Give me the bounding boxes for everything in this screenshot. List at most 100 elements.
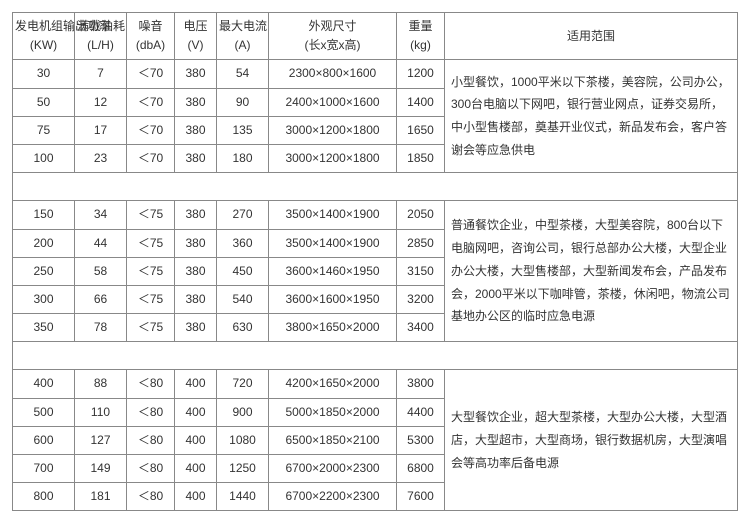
cell-kw: 75 (13, 116, 75, 144)
cell-kw: 800 (13, 483, 75, 511)
cell-amp: 180 (217, 144, 269, 172)
cell-volt: 380 (175, 201, 217, 229)
cell-wt: 7600 (397, 483, 445, 511)
cell-noise: ＜75 (127, 257, 175, 285)
cell-dim: 3000×1200×1800 (269, 144, 397, 172)
cell-fuel: 149 (75, 455, 127, 483)
cell-wt: 3200 (397, 285, 445, 313)
cell-fuel: 23 (75, 144, 127, 172)
cell-amp: 135 (217, 116, 269, 144)
cell-noise: ＜75 (127, 314, 175, 342)
cell-fuel: 12 (75, 88, 127, 116)
cell-fuel: 34 (75, 201, 127, 229)
cell-kw: 250 (13, 257, 75, 285)
cell-fuel: 88 (75, 370, 127, 398)
cell-amp: 1080 (217, 426, 269, 454)
table-row: 307＜70380542300×800×16001200小型餐饮，1000平米以… (13, 60, 738, 88)
table-body: 307＜70380542300×800×16001200小型餐饮，1000平米以… (13, 60, 738, 511)
cell-fuel: 44 (75, 229, 127, 257)
col-current: 最大电流(A) (217, 13, 269, 60)
cell-wt: 6800 (397, 455, 445, 483)
cell-kw: 350 (13, 314, 75, 342)
cell-volt: 400 (175, 455, 217, 483)
cell-dim: 3500×1400×1900 (269, 229, 397, 257)
cell-amp: 720 (217, 370, 269, 398)
cell-kw: 50 (13, 88, 75, 116)
scope-description: 大型餐饮企业，超大型茶楼，大型办公大楼，大型酒店，大型超市，大型商场，银行数据机… (445, 370, 738, 511)
group-spacer (13, 173, 738, 201)
cell-fuel: 110 (75, 398, 127, 426)
cell-volt: 380 (175, 285, 217, 313)
col-fuel: 满载油耗(L/H) (75, 13, 127, 60)
cell-amp: 450 (217, 257, 269, 285)
cell-kw: 300 (13, 285, 75, 313)
cell-wt: 4400 (397, 398, 445, 426)
cell-amp: 360 (217, 229, 269, 257)
cell-dim: 6700×2000×2300 (269, 455, 397, 483)
cell-amp: 1440 (217, 483, 269, 511)
cell-amp: 54 (217, 60, 269, 88)
cell-fuel: 78 (75, 314, 127, 342)
cell-dim: 6700×2200×2300 (269, 483, 397, 511)
col-voltage: 电压(V) (175, 13, 217, 60)
cell-noise: ＜70 (127, 60, 175, 88)
cell-wt: 5300 (397, 426, 445, 454)
table-header: 发电机组输出功率(KW) 满载油耗(L/H) 噪音(dbA) 电压(V) 最大电… (13, 13, 738, 60)
cell-dim: 3500×1400×1900 (269, 201, 397, 229)
cell-fuel: 127 (75, 426, 127, 454)
cell-dim: 3000×1200×1800 (269, 116, 397, 144)
col-scope: 适用范围 (445, 13, 738, 60)
scope-description: 普通餐饮企业，中型茶楼，大型美容院，800台以下电脑网吧，咨询公司，银行总部办公… (445, 201, 738, 342)
cell-dim: 5000×1850×2000 (269, 398, 397, 426)
cell-dim: 3600×1600×1950 (269, 285, 397, 313)
cell-amp: 1250 (217, 455, 269, 483)
cell-amp: 270 (217, 201, 269, 229)
cell-amp: 630 (217, 314, 269, 342)
cell-fuel: 7 (75, 60, 127, 88)
cell-noise: ＜80 (127, 483, 175, 511)
cell-fuel: 181 (75, 483, 127, 511)
cell-wt: 3800 (397, 370, 445, 398)
cell-noise: ＜80 (127, 370, 175, 398)
cell-wt: 3150 (397, 257, 445, 285)
cell-noise: ＜80 (127, 455, 175, 483)
cell-noise: ＜70 (127, 144, 175, 172)
scope-description: 小型餐饮，1000平米以下茶楼，美容院，公司办公，300台电脑以下网吧，银行营业… (445, 60, 738, 173)
cell-kw: 400 (13, 370, 75, 398)
cell-kw: 700 (13, 455, 75, 483)
cell-noise: ＜75 (127, 285, 175, 313)
cell-amp: 90 (217, 88, 269, 116)
cell-amp: 900 (217, 398, 269, 426)
cell-wt: 1650 (397, 116, 445, 144)
cell-dim: 2300×800×1600 (269, 60, 397, 88)
cell-noise: ＜75 (127, 229, 175, 257)
cell-fuel: 17 (75, 116, 127, 144)
cell-dim: 2400×1000×1600 (269, 88, 397, 116)
col-power: 发电机组输出功率(KW) (13, 13, 75, 60)
cell-fuel: 66 (75, 285, 127, 313)
cell-volt: 380 (175, 60, 217, 88)
cell-wt: 1400 (397, 88, 445, 116)
cell-fuel: 58 (75, 257, 127, 285)
cell-dim: 6500×1850×2100 (269, 426, 397, 454)
table-row: 40088＜804007204200×1650×20003800大型餐饮企业，超… (13, 370, 738, 398)
cell-dim: 3800×1650×2000 (269, 314, 397, 342)
cell-volt: 400 (175, 370, 217, 398)
cell-wt: 2850 (397, 229, 445, 257)
cell-noise: ＜75 (127, 201, 175, 229)
group-spacer (13, 342, 738, 370)
cell-volt: 400 (175, 483, 217, 511)
cell-volt: 380 (175, 144, 217, 172)
generator-spec-table: 发电机组输出功率(KW) 满载油耗(L/H) 噪音(dbA) 电压(V) 最大电… (12, 12, 738, 511)
cell-volt: 380 (175, 229, 217, 257)
cell-volt: 380 (175, 116, 217, 144)
col-noise: 噪音(dbA) (127, 13, 175, 60)
cell-noise: ＜70 (127, 88, 175, 116)
cell-kw: 500 (13, 398, 75, 426)
cell-kw: 100 (13, 144, 75, 172)
cell-wt: 3400 (397, 314, 445, 342)
cell-amp: 540 (217, 285, 269, 313)
cell-dim: 4200×1650×2000 (269, 370, 397, 398)
cell-kw: 200 (13, 229, 75, 257)
col-weight: 重量(kg) (397, 13, 445, 60)
